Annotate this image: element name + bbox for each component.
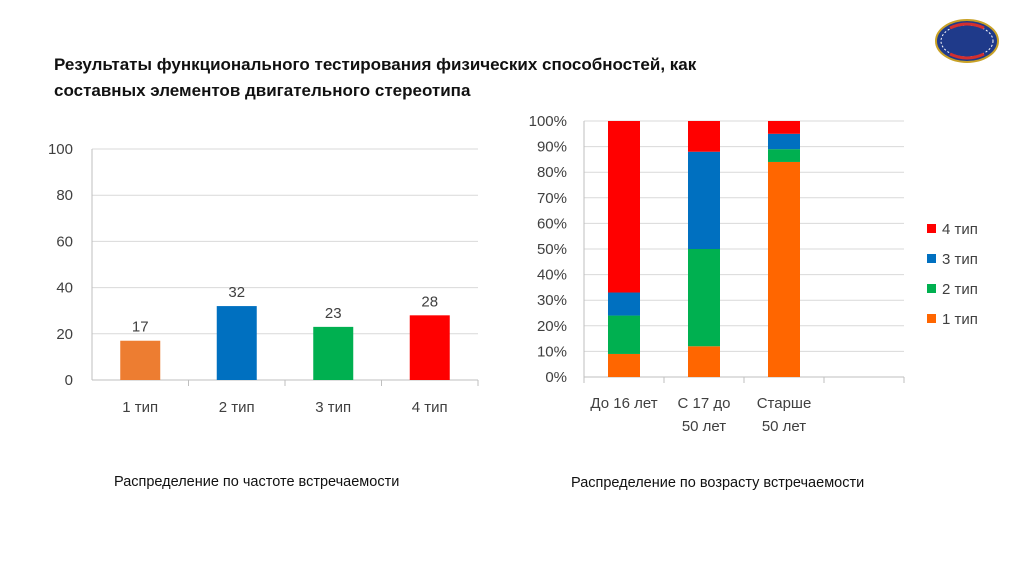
y-tick-label: 90% bbox=[537, 139, 567, 156]
legend-label: 3 тип bbox=[942, 251, 978, 268]
legend-swatch bbox=[927, 314, 936, 323]
x-tick-label: С 17 до bbox=[678, 395, 731, 412]
y-tick-label: 60 bbox=[56, 233, 73, 250]
y-tick-label: 100% bbox=[529, 113, 567, 130]
legend-label: 4 тип bbox=[942, 221, 978, 238]
bar bbox=[120, 340, 161, 380]
title-line-1: Результаты функционального тестирования … bbox=[54, 55, 697, 74]
stacked-segment bbox=[768, 121, 800, 134]
x-tick-label: 50 лет bbox=[682, 418, 726, 435]
stacked-segment bbox=[688, 151, 720, 249]
stacked-segment bbox=[768, 161, 800, 377]
y-tick-label: 30% bbox=[537, 292, 567, 309]
y-tick-label: 20 bbox=[56, 326, 73, 343]
stacked-segment bbox=[688, 249, 720, 347]
x-tick-label: До 16 лет bbox=[590, 395, 657, 412]
x-tick-label: 3 тип bbox=[315, 399, 351, 416]
stacked-segment bbox=[768, 133, 800, 150]
stacked-segment bbox=[608, 353, 640, 377]
y-tick-label: 100 bbox=[48, 141, 73, 158]
x-tick-label: 2 тип bbox=[219, 399, 255, 416]
bar bbox=[313, 326, 354, 380]
legend-label: 1 тип bbox=[942, 311, 978, 328]
y-tick-label: 20% bbox=[537, 318, 567, 335]
title-line-2: составных элементов двигательного стерео… bbox=[54, 81, 471, 100]
stacked-segment bbox=[688, 121, 720, 152]
y-tick-label: 50% bbox=[537, 241, 567, 258]
rnc-logo bbox=[935, 19, 999, 63]
y-tick-label: 40 bbox=[56, 280, 73, 297]
data-label: 28 bbox=[421, 293, 438, 310]
legend-swatch bbox=[927, 224, 936, 233]
data-label: 32 bbox=[228, 284, 245, 301]
caption-frequency: Распределение по частоте встречаемости bbox=[114, 474, 400, 490]
legend-label: 2 тип bbox=[942, 281, 978, 298]
y-tick-label: 0 bbox=[65, 372, 73, 389]
y-tick-label: 80% bbox=[537, 164, 567, 181]
y-tick-label: 80 bbox=[56, 187, 73, 204]
x-tick-label: 4 тип bbox=[412, 399, 448, 416]
page-title: Результаты функционального тестирования … bbox=[54, 52, 814, 104]
stacked-segment bbox=[608, 292, 640, 316]
legend-swatch bbox=[927, 254, 936, 263]
stacked-segment bbox=[608, 315, 640, 354]
x-tick-label: Старше bbox=[757, 395, 812, 412]
data-label: 17 bbox=[132, 319, 149, 336]
data-label: 23 bbox=[325, 305, 342, 322]
stacked-segment bbox=[768, 149, 800, 162]
y-tick-label: 40% bbox=[537, 267, 567, 284]
y-tick-label: 60% bbox=[537, 215, 567, 232]
x-tick-label: 50 лет bbox=[762, 418, 806, 435]
x-tick-label: 1 тип bbox=[122, 399, 158, 416]
bar bbox=[409, 315, 450, 380]
y-tick-label: 0% bbox=[545, 369, 567, 386]
bar bbox=[216, 306, 257, 380]
caption-age: Распределение по возрасту встречаемости bbox=[571, 475, 865, 491]
y-tick-label: 70% bbox=[537, 190, 567, 207]
legend-swatch bbox=[927, 284, 936, 293]
stacked-segment bbox=[608, 121, 640, 293]
y-tick-label: 10% bbox=[537, 343, 567, 360]
stacked-segment bbox=[688, 346, 720, 377]
